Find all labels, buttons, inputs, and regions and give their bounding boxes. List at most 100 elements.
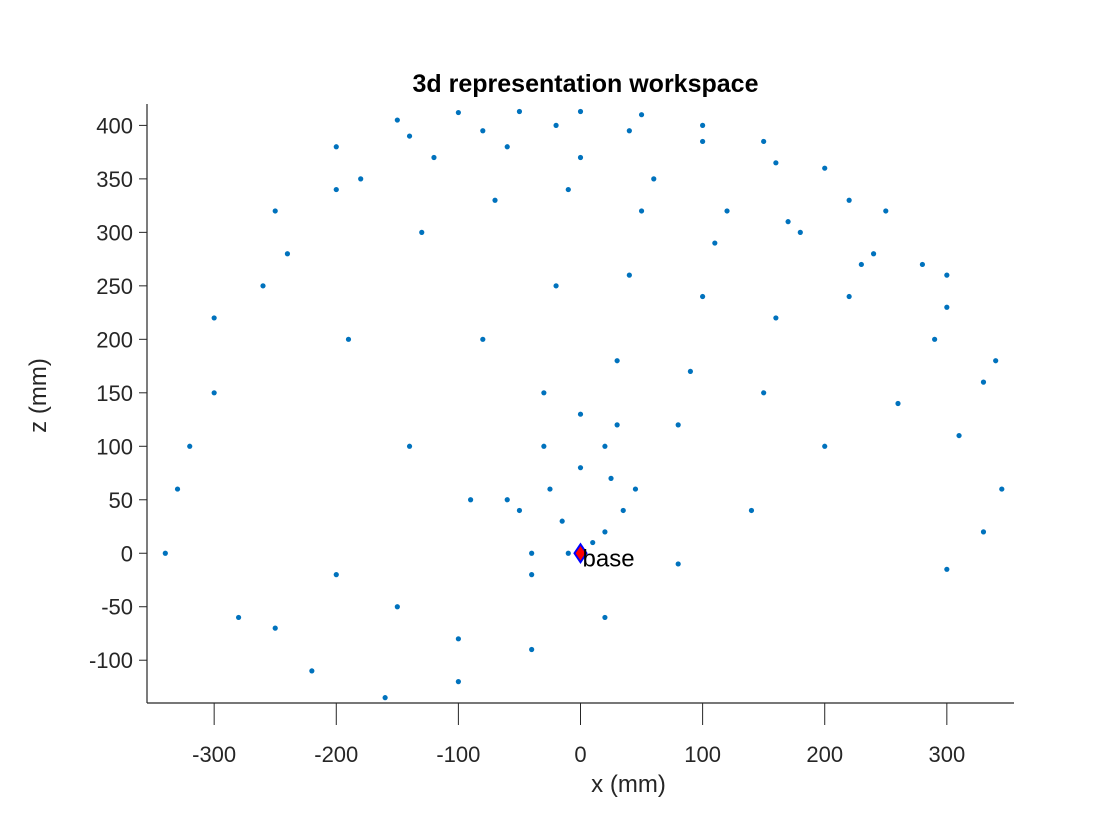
data-point — [590, 539, 596, 546]
data-point — [492, 197, 498, 203]
data-point — [455, 109, 461, 116]
data-point — [547, 486, 553, 492]
data-point — [284, 251, 291, 257]
data-point — [467, 497, 474, 503]
y-tick-label: 300 — [96, 220, 133, 245]
data-point — [553, 122, 559, 128]
data-point — [980, 379, 987, 385]
data-point — [626, 272, 632, 278]
x-tick-label: -300 — [192, 742, 236, 767]
data-point — [870, 251, 877, 257]
data-point — [638, 208, 645, 214]
data-point — [626, 128, 632, 134]
data-point — [846, 293, 852, 300]
x-tick-label: 200 — [806, 742, 843, 767]
data-point — [993, 358, 999, 364]
base-annotation: base — [583, 545, 635, 572]
data-point — [211, 315, 217, 321]
data-point — [846, 197, 852, 203]
data-point — [553, 283, 559, 289]
data-point — [895, 400, 901, 407]
y-tick-label: 50 — [109, 488, 133, 513]
data-point — [565, 186, 571, 193]
data-point — [333, 144, 339, 150]
data-point — [577, 108, 584, 115]
data-point — [712, 240, 718, 246]
data-point — [773, 160, 779, 166]
data-point — [608, 475, 614, 481]
data-point — [577, 411, 584, 417]
data-point — [358, 176, 364, 182]
data-point — [883, 208, 889, 214]
data-point — [382, 695, 388, 701]
data-point — [480, 128, 486, 134]
data-point — [406, 443, 413, 449]
data-point — [919, 261, 926, 268]
data-point — [614, 358, 620, 364]
data-point — [638, 112, 645, 118]
data-point — [632, 486, 639, 492]
data-point — [577, 154, 584, 161]
data-point — [675, 422, 681, 428]
data-point — [541, 390, 547, 396]
data-point — [480, 336, 486, 342]
data-point — [577, 465, 584, 471]
x-tick-label: -100 — [436, 742, 480, 767]
data-point — [980, 529, 987, 535]
chart-title: 3d representation workspace — [413, 70, 759, 98]
data-point — [700, 122, 706, 128]
data-point — [559, 518, 565, 524]
data-point — [419, 229, 425, 235]
data-point — [272, 625, 278, 631]
data-point — [700, 138, 706, 145]
data-point — [675, 561, 681, 567]
data-point — [614, 422, 620, 428]
data-point — [748, 507, 755, 514]
data-point — [516, 507, 523, 514]
data-point — [773, 315, 779, 321]
data-point — [455, 636, 461, 642]
data-point — [516, 108, 523, 115]
y-tick-label: 250 — [96, 274, 133, 299]
y-tick-label: 0 — [121, 541, 133, 566]
data-point — [260, 283, 266, 289]
y-tick-label: -50 — [101, 595, 133, 620]
data-point — [687, 368, 694, 375]
x-axis-label: x (mm) — [591, 771, 666, 798]
data-point — [529, 646, 535, 653]
data-point — [602, 529, 608, 535]
data-point — [455, 679, 461, 685]
y-tick-label: 200 — [96, 327, 133, 352]
data-point — [504, 144, 510, 150]
scatter-points — [162, 108, 1005, 701]
data-point — [822, 165, 828, 171]
data-point — [797, 229, 803, 235]
data-point — [272, 208, 278, 214]
x-tick-label: 0 — [574, 742, 586, 767]
data-point — [333, 186, 339, 193]
data-point — [529, 572, 535, 578]
data-point — [174, 486, 181, 492]
x-tick-label: 300 — [928, 742, 965, 767]
data-point — [700, 293, 706, 300]
data-point — [162, 550, 168, 556]
data-point — [394, 117, 400, 123]
data-point — [944, 566, 950, 572]
data-point — [761, 390, 767, 396]
data-point — [333, 572, 339, 578]
data-point — [187, 443, 193, 449]
data-point — [602, 443, 608, 449]
data-point — [724, 208, 730, 214]
base-marker-group: base — [573, 542, 635, 572]
data-point — [932, 336, 938, 342]
tick-labels: -300 -200 -100 0 100 200 300 -100 -50 0 50 100 150 20… — [89, 113, 965, 767]
data-point — [211, 390, 217, 396]
data-point — [394, 604, 400, 610]
data-point — [529, 550, 535, 556]
data-point — [761, 138, 767, 145]
data-point — [406, 133, 413, 139]
base-marker — [573, 542, 588, 565]
data-point — [620, 507, 626, 514]
y-tick-label: 400 — [96, 113, 133, 138]
data-point — [651, 176, 657, 182]
